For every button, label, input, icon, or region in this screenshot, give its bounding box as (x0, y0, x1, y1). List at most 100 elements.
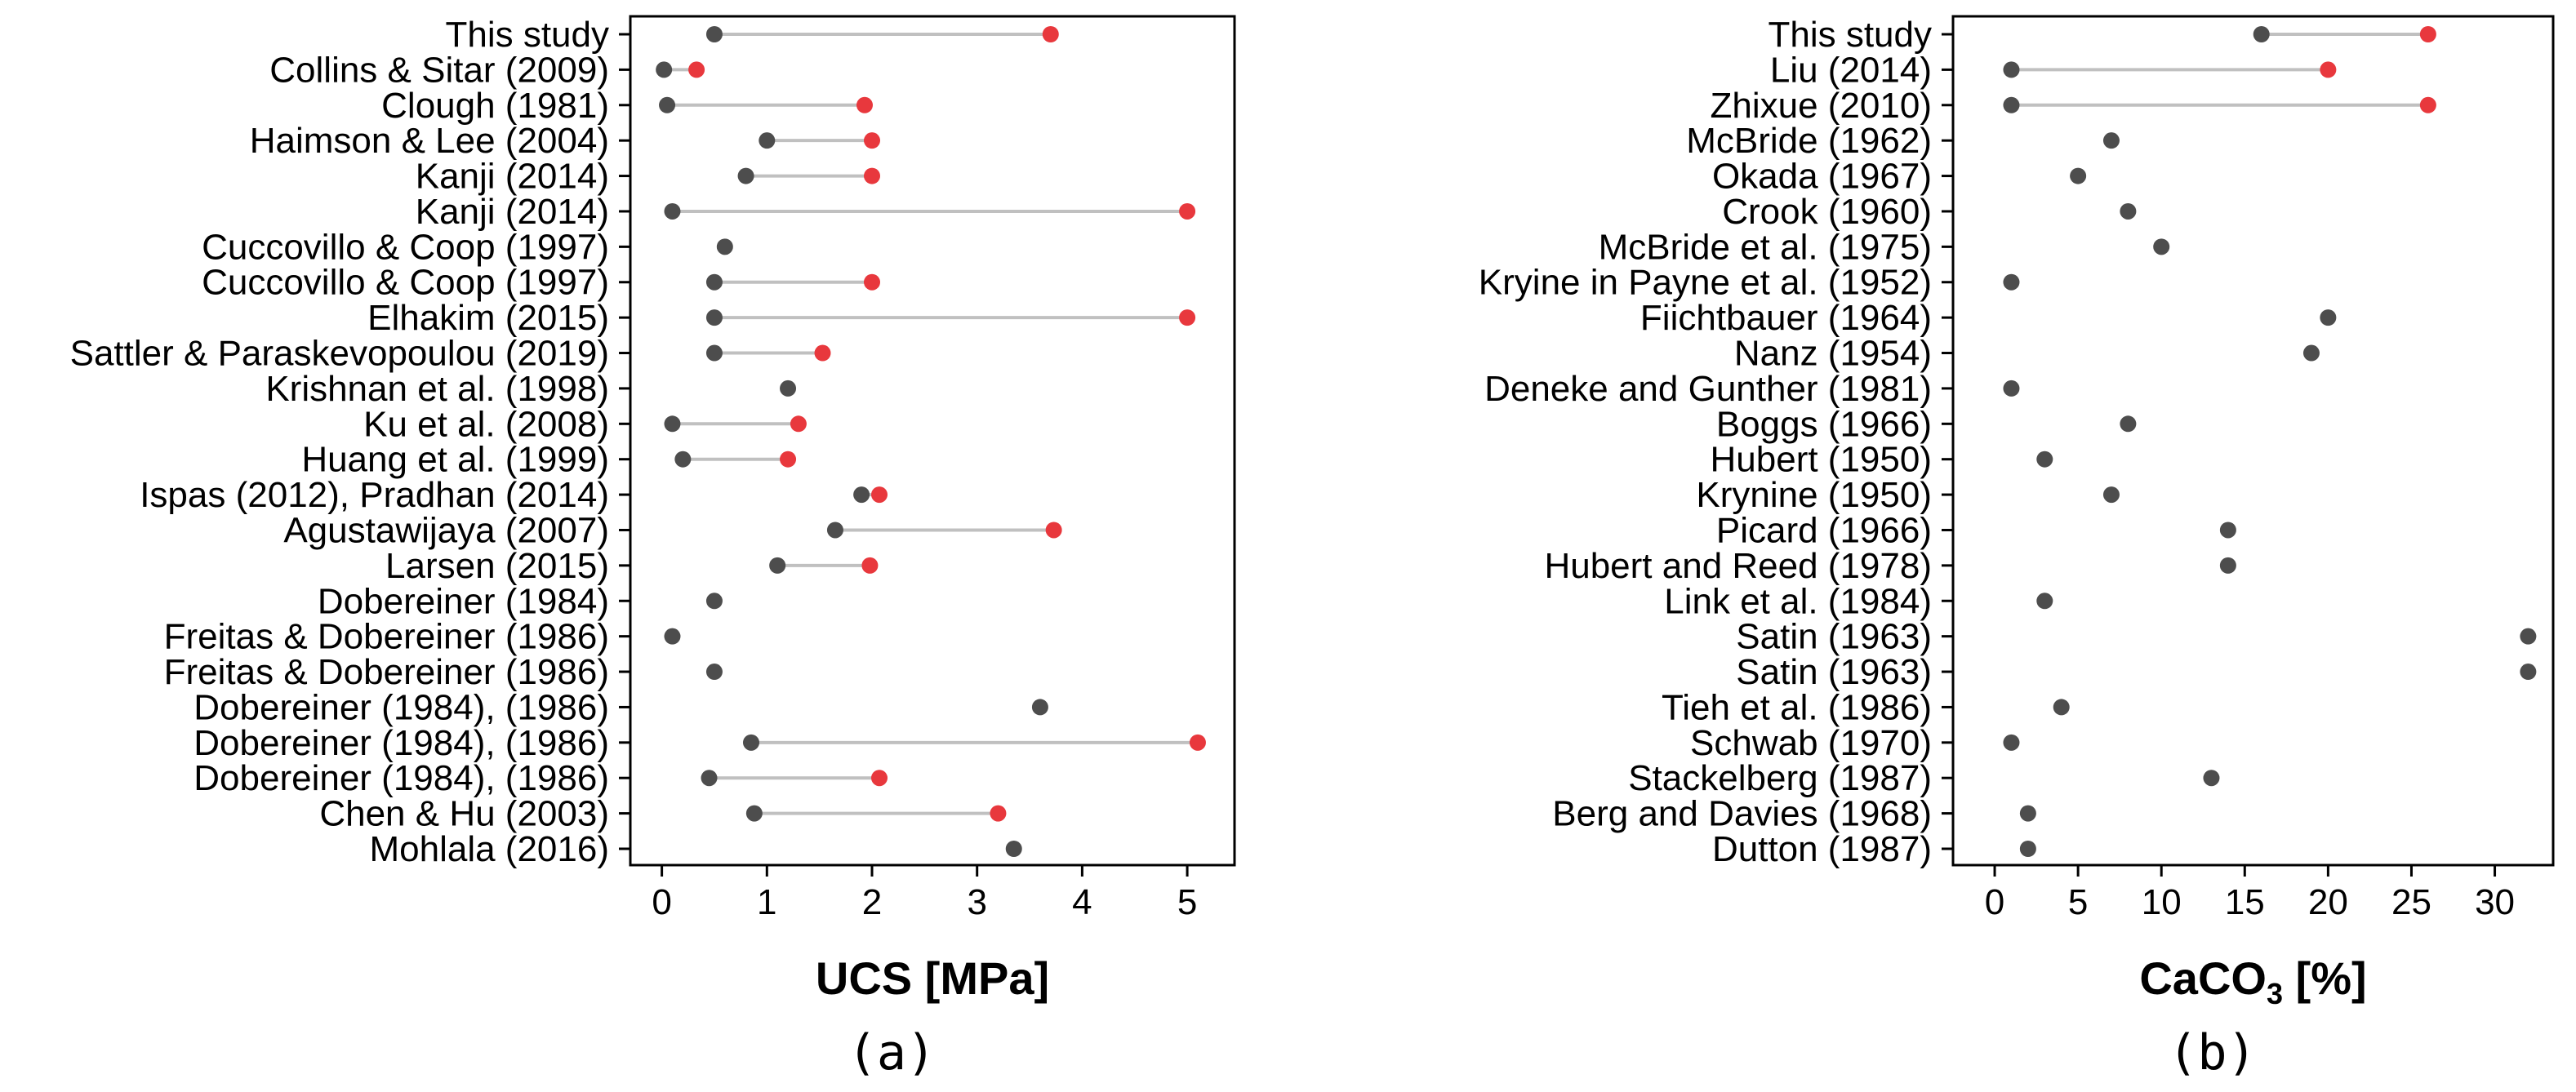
low-point (2003, 96, 2020, 113)
x-axis-title-b: CaCO3 [%] (2139, 952, 2366, 1010)
high-point (790, 415, 807, 433)
low-point (2153, 238, 2170, 255)
category-label: Dutton (1987) (1712, 829, 1932, 869)
high-point (814, 344, 831, 362)
category-label: Berg and Davies (1968) (1552, 794, 1932, 834)
low-point (664, 628, 681, 645)
low-point (780, 380, 797, 397)
category-label: Satin (1963) (1736, 617, 1932, 657)
x-axis-title-b-main: CaCO (2139, 952, 2267, 1004)
category-label: Mohlala (2016) (370, 829, 610, 869)
x-tick-label: 10 (2142, 882, 2182, 922)
category-label: Kryine in Payne et al. (1952) (1479, 263, 1932, 303)
low-point (2520, 628, 2537, 645)
low-point (664, 202, 681, 220)
high-point (688, 61, 705, 78)
low-point (2036, 593, 2053, 610)
points-b (2003, 26, 2537, 857)
range-lines-b (2011, 33, 2428, 107)
low-point (705, 273, 723, 291)
high-point (2419, 96, 2436, 113)
high-point (864, 273, 880, 291)
high-point (864, 132, 880, 149)
low-point (2102, 132, 2120, 149)
x-tick-label: 4 (1072, 882, 1092, 922)
category-label: Clough (1981) (381, 86, 609, 126)
low-point (745, 805, 763, 822)
high-point (1045, 522, 1062, 539)
x-tick-label: 20 (2308, 882, 2348, 922)
category-label: Freitas & Dobereiner (1986) (164, 617, 609, 657)
category-label: Elhakim (2015) (367, 298, 609, 338)
low-point (716, 238, 733, 255)
category-label: Collins & Sitar (2009) (269, 50, 609, 90)
category-label: Kanji (2014) (416, 157, 609, 197)
low-point (2219, 557, 2236, 574)
category-label: Dobereiner (1984), (1986) (194, 687, 609, 727)
low-point (2302, 344, 2320, 362)
low-point (759, 132, 776, 149)
low-point (2019, 805, 2036, 822)
low-point (705, 344, 723, 362)
high-point (1042, 26, 1059, 42)
category-label: Schwab (1970) (1690, 723, 1932, 763)
low-point (664, 415, 681, 433)
low-point (2003, 734, 2020, 751)
category-label: Huang et al. (1999) (301, 440, 609, 480)
x-tick-label: 0 (652, 882, 671, 922)
panel-label-a: (a) (848, 1024, 936, 1081)
low-point (743, 734, 759, 751)
high-point (2419, 26, 2436, 42)
low-point (2120, 202, 2137, 220)
low-point (2003, 380, 2020, 397)
category-label: Dobereiner (1984), (1986) (194, 723, 609, 763)
plot-frame-b (1951, 15, 2555, 867)
low-point (705, 593, 723, 610)
category-label: Sattler & Paraskevopoulou (2019) (70, 334, 609, 374)
panel-label-b: (b) (2168, 1024, 2256, 1081)
x-ticks-b: 0 5 10 15 20 25 30 (1942, 33, 2515, 922)
category-label: This study (1768, 15, 1932, 55)
x-tick-label: 5 (2068, 882, 2088, 922)
low-point (705, 26, 723, 42)
low-point (656, 61, 673, 78)
category-label: Haimson & Lee (2004) (250, 121, 609, 161)
points-a (656, 26, 1206, 857)
low-point (2003, 61, 2020, 78)
low-point (826, 522, 843, 539)
low-point (769, 557, 786, 574)
low-point (659, 96, 676, 113)
high-point (1179, 309, 1196, 326)
low-point (2003, 273, 2020, 291)
x-tick-label: 5 (1177, 882, 1197, 922)
category-label: Ku et al. (2008) (363, 404, 609, 444)
category-label: Crook (1960) (1722, 192, 1932, 232)
category-label: Dobereiner (1984) (318, 581, 609, 621)
low-point (853, 486, 870, 504)
x-tick-label: 30 (2475, 882, 2515, 922)
x-axis-title-a: UCS [MPa] (816, 952, 1049, 1004)
category-label: McBride (1962) (1686, 121, 1932, 161)
category-label: Agustawijaya (2007) (283, 510, 609, 550)
category-label: Liu (2014) (1770, 50, 1932, 90)
x-ticks-a: 0 1 2 3 4 5 (619, 33, 1197, 922)
category-label: Zhixue (2010) (1711, 86, 1932, 126)
category-label: Okada (1967) (1712, 157, 1932, 197)
category-label: McBride et al. (1975) (1599, 227, 1932, 267)
low-point (2120, 415, 2137, 433)
category-label: Dobereiner (1984), (1986) (194, 758, 609, 798)
high-point (871, 770, 888, 787)
category-label: Chen & Hu (2003) (319, 794, 609, 834)
x-tick-label: 0 (1985, 882, 2004, 922)
x-axis-title-b-suffix: [%] (2283, 952, 2367, 1004)
category-label: Cuccovillo & Coop (1997) (202, 263, 609, 303)
category-label: Freitas & Dobereiner (1986) (164, 652, 609, 692)
low-point (705, 309, 723, 326)
low-point (701, 770, 718, 787)
low-point (2203, 770, 2220, 787)
category-label: Hubert (1950) (1711, 440, 1932, 480)
